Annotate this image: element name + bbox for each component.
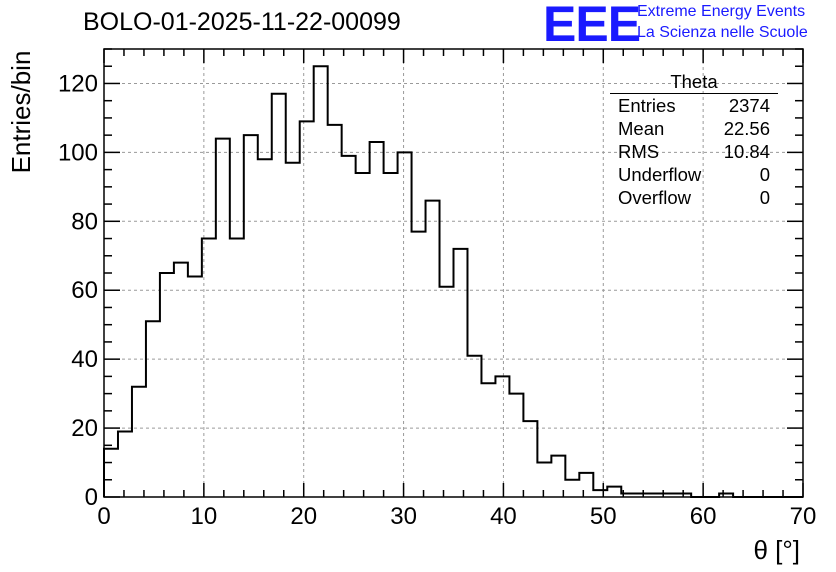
- stats-value: 10.84: [723, 141, 770, 162]
- tick-labels: 0 10 20 30 40 50 60 70 0 20 40 60 80 100 120: [58, 70, 816, 530]
- histogram-bin: [230, 239, 244, 497]
- y-tick-label: 100: [58, 139, 98, 166]
- histogram-bin: [342, 156, 356, 497]
- histogram-bin: [216, 139, 230, 497]
- histogram-bin: [537, 463, 551, 497]
- stats-title: Theta: [670, 71, 718, 92]
- histogram-bin: [356, 173, 370, 497]
- x-tick-label: 60: [690, 503, 717, 530]
- x-tick-label: 0: [97, 503, 110, 530]
- stats-value: 0: [759, 187, 770, 208]
- y-axis-label: Entries/bin: [6, 50, 36, 174]
- stats-row-entries: Entries 2374: [610, 94, 778, 117]
- histogram-bin: [593, 490, 607, 497]
- histogram-bin: [174, 263, 188, 497]
- histogram-bin: [579, 473, 593, 497]
- histogram-bin: [188, 276, 202, 497]
- y-tick-label: 20: [71, 415, 98, 442]
- stats-label: Mean: [618, 118, 665, 139]
- stats-label: Overflow: [618, 187, 691, 208]
- stats-row-underflow: Underflow 0: [610, 163, 778, 186]
- histogram-bin: [160, 273, 174, 497]
- stats-row-overflow: Overflow 0: [610, 186, 778, 209]
- x-tick-label: 40: [490, 503, 517, 530]
- histogram-bin: [481, 383, 495, 497]
- histogram-outline: [103, 65, 803, 498]
- histogram-bin: [607, 487, 621, 497]
- logo-caption-line1: Extreme Energy Events: [637, 3, 806, 20]
- stats-value: 22.56: [723, 118, 770, 139]
- stats-row-mean: Mean 22.56: [610, 117, 778, 140]
- y-tick-label: 80: [71, 208, 98, 235]
- x-tick-label: 10: [191, 503, 218, 530]
- y-tick-label: 40: [71, 346, 98, 373]
- logo-caption-line2: La Scienza nelle Scuole: [637, 24, 808, 41]
- histogram-bin: [328, 125, 342, 497]
- histogram-bin: [370, 142, 384, 497]
- stats-box: Theta Entries 2374 Mean 22.56 RMS 10.84 …: [610, 72, 778, 209]
- x-tick-label: 20: [290, 503, 317, 530]
- histogram-bin: [104, 449, 118, 497]
- chart-title: BOLO-01-2025-11-22-00099: [83, 8, 401, 36]
- grid-lines: [104, 49, 803, 497]
- histogram-bin: [398, 152, 412, 497]
- stats-label: Underflow: [618, 164, 702, 185]
- histogram-bin: [467, 356, 481, 497]
- histogram-bin: [286, 163, 300, 497]
- stats-value: 2374: [728, 95, 770, 116]
- histogram-bin: [495, 376, 509, 497]
- histogram-bin: [146, 321, 160, 497]
- histogram-bin: [272, 94, 286, 497]
- histogram-bin: [523, 421, 537, 497]
- stats-label: Entries: [618, 95, 676, 116]
- eee-logo: EEE: [543, 0, 641, 52]
- stats-value: 0: [759, 164, 770, 185]
- axes: [103, 48, 804, 498]
- stats-label: RMS: [618, 141, 660, 162]
- y-tick-label: 120: [58, 70, 98, 97]
- stats-divider: [610, 93, 778, 94]
- histogram-bin: [314, 66, 328, 497]
- y-tick-label: 0: [85, 484, 98, 511]
- x-axis-label: θ [°]: [753, 535, 800, 565]
- histogram-bin: [509, 394, 523, 497]
- y-tick-label: 60: [71, 277, 98, 304]
- histogram-bins: [103, 65, 803, 498]
- histogram-bin: [202, 239, 216, 497]
- histogram-bin: [440, 287, 454, 497]
- histogram-bin: [426, 201, 440, 497]
- x-tick-label: 70: [790, 503, 817, 530]
- histogram-bin: [384, 173, 398, 497]
- histogram-bin: [132, 387, 146, 497]
- stats-row-rms: RMS 10.84: [610, 140, 778, 163]
- histogram-bin: [244, 135, 258, 497]
- histogram-bin: [258, 159, 272, 497]
- x-tick-label: 50: [590, 503, 617, 530]
- histogram-bin: [412, 232, 426, 497]
- histogram-bin: [565, 480, 579, 497]
- x-tick-label: 30: [390, 503, 417, 530]
- histogram-bin: [454, 249, 468, 497]
- histogram-bin: [300, 121, 314, 497]
- histogram-bin: [118, 432, 132, 497]
